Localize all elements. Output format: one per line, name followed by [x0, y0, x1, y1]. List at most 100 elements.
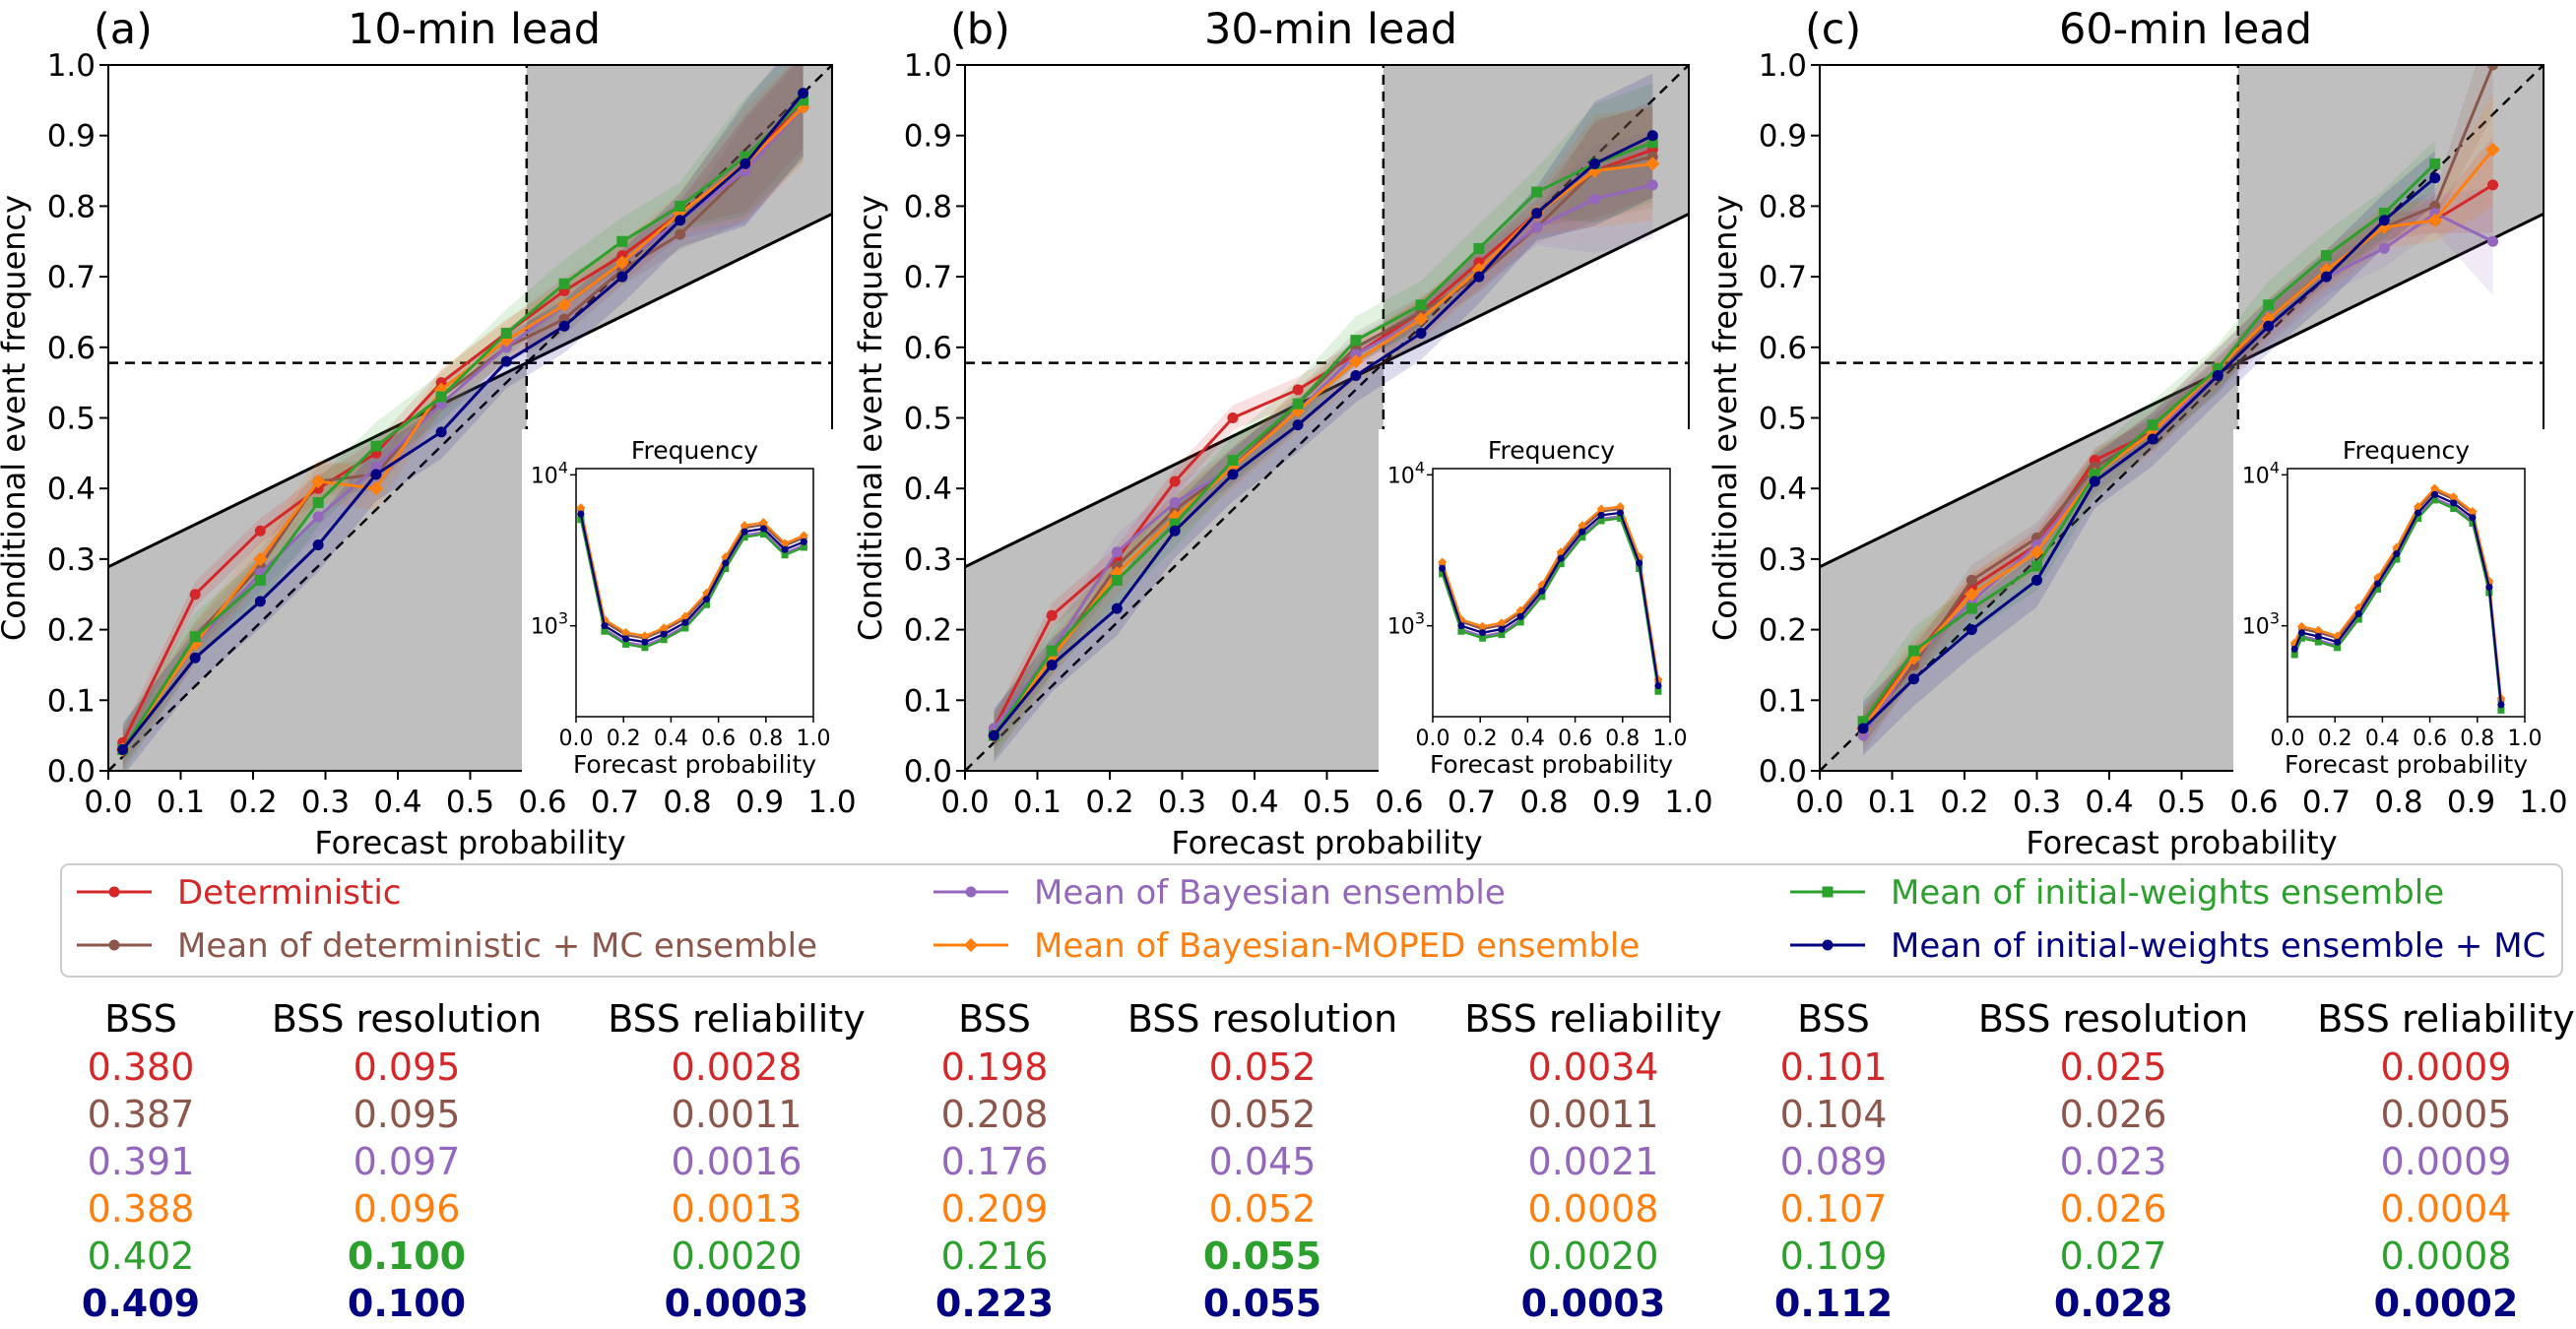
x-tick-label: 1.0 — [807, 785, 856, 820]
data-point — [1169, 525, 1181, 537]
x-axis-label: Forecast probability — [2026, 824, 2337, 861]
x-tick-label: 0.8 — [1519, 785, 1568, 820]
inset-point — [1597, 511, 1605, 519]
inset-point — [1615, 502, 1625, 512]
x-axis-label: Forecast probability — [1171, 824, 1482, 861]
inset-point — [2296, 621, 2307, 631]
table-cell: 0.089 — [1779, 1140, 1888, 1183]
inset-point — [1478, 621, 1488, 631]
table-cell: 0.0028 — [671, 1045, 803, 1089]
x-tick-label: 0.1 — [157, 785, 205, 820]
data-point — [2147, 419, 2158, 431]
data-point — [556, 297, 572, 312]
data-point — [2263, 320, 2275, 332]
table-column: BSS 0.198 0.208 0.176 0.209 0.216 0.223 — [847, 994, 1142, 1327]
inset-point — [659, 623, 669, 633]
table-cell: 0.100 — [347, 1234, 467, 1278]
x-tick-label: 0.6 — [1375, 785, 1423, 820]
inset-y-tick-label: 104 — [2242, 458, 2280, 488]
inset-point — [1654, 682, 1662, 690]
data-point — [675, 200, 686, 212]
data-point — [1531, 222, 1543, 233]
data-point — [616, 235, 628, 247]
y-tick-label: 0.2 — [1759, 613, 1807, 649]
data-point — [1110, 566, 1125, 581]
table-cell: 0.388 — [87, 1187, 195, 1231]
table-cell: 0.0004 — [2380, 1187, 2512, 1231]
inset-point — [622, 640, 630, 648]
inset-point — [1498, 625, 1506, 633]
y-tick-label: 0.2 — [47, 613, 96, 649]
data-point — [1227, 455, 1239, 467]
inset-point — [622, 635, 630, 643]
uncertainty-band — [122, 65, 804, 771]
x-tick-label: 0.6 — [518, 785, 566, 820]
inset-point — [800, 543, 807, 551]
x-tick-label: 0.9 — [2447, 785, 2495, 820]
perfect-reliability-line — [965, 65, 1689, 771]
inset-point — [759, 525, 767, 533]
y-tick-label: 0.6 — [904, 331, 952, 366]
y-tick-label: 0.4 — [904, 472, 952, 507]
data-point — [1473, 271, 1485, 283]
inset-x-tick-label: 0.8 — [1605, 727, 1640, 751]
inset-point — [660, 636, 668, 644]
legend-marker — [1822, 886, 1834, 898]
data-point — [1531, 208, 1543, 220]
x-tick-label: 0.1 — [1013, 785, 1062, 820]
table-header: BSS resolution — [1977, 997, 2249, 1041]
data-point — [988, 729, 999, 741]
y-tick-label: 0.4 — [47, 472, 96, 507]
inset-point — [1457, 627, 1465, 635]
series-line — [121, 92, 805, 751]
data-point — [189, 652, 201, 664]
inset-x-tick-label: 1.0 — [1653, 727, 1688, 751]
inset-point — [2429, 483, 2439, 493]
y-tick-label: 0.2 — [904, 613, 952, 649]
data-point — [1857, 716, 1869, 728]
table-cell: 0.387 — [87, 1093, 195, 1136]
data-point — [2147, 433, 2158, 445]
x-tick-label: 0.3 — [1158, 785, 1206, 820]
x-tick-label: 0.1 — [1868, 785, 1916, 820]
table-cell: 0.176 — [940, 1140, 1049, 1183]
series-line — [121, 98, 805, 751]
inset-point — [2430, 496, 2438, 504]
y-tick-label: 0.6 — [1759, 331, 1807, 366]
inset-point — [1557, 560, 1565, 568]
table-cell: 0.052 — [1208, 1045, 1317, 1089]
data-point — [1646, 179, 1658, 191]
x-tick-label: 0.4 — [2085, 785, 2133, 820]
inset-point — [781, 545, 789, 553]
data-point — [614, 255, 629, 270]
inset-point — [621, 628, 631, 638]
table-cell: 0.0009 — [2380, 1140, 2512, 1183]
inset-x-tick-label: 0.4 — [1511, 727, 1545, 751]
data-point — [740, 158, 751, 169]
data-point — [2321, 271, 2332, 283]
panel-title: 30-min lead — [1204, 5, 1457, 54]
inset-point — [2297, 629, 2305, 637]
data-point — [254, 574, 266, 586]
inset-point — [1479, 629, 1487, 637]
inset-series-line — [1441, 511, 1660, 686]
inset-point — [576, 503, 586, 513]
y-tick-label: 1.0 — [904, 48, 952, 84]
series-mean-of-initial-weights-ensemble-mc — [988, 130, 1658, 741]
y-tick-label: 1.0 — [1759, 48, 1807, 84]
x-tick-label: 0.2 — [1940, 785, 1988, 820]
table-cell: 0.198 — [940, 1045, 1049, 1089]
uncertainty-band — [1863, 93, 2493, 750]
figure: 0.0 0.1 0.2 0.3 0.4 0.5 0.6 0.7 0.8 0.9 1.0 0.0 0.1 0… — [0, 5, 2568, 978]
inset-point — [2314, 638, 2322, 646]
y-tick-label: 0.4 — [1759, 472, 1807, 507]
data-point — [1046, 645, 1058, 657]
data-point — [1645, 157, 1660, 171]
table-header: BSS — [958, 997, 1031, 1041]
legend-entry: Mean of deterministic + MC ensemble — [77, 926, 817, 966]
inset-point — [1597, 517, 1605, 525]
inset-point — [2449, 492, 2459, 502]
data-point — [1587, 163, 1602, 178]
